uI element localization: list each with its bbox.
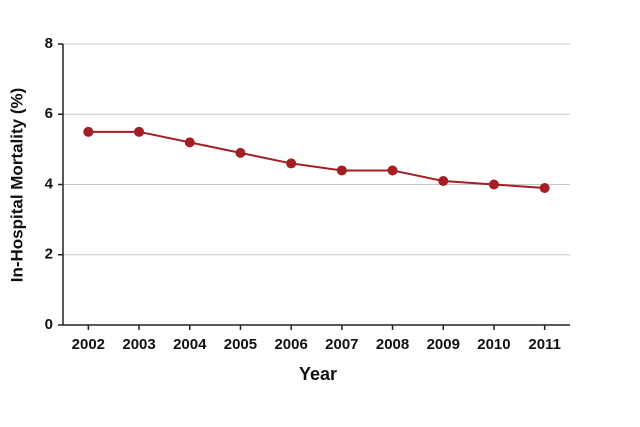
data-point	[336, 165, 347, 176]
y-axis-label: In-Hospital Mortality (%)	[7, 88, 26, 283]
data-point	[134, 126, 145, 137]
x-tick-label: 2004	[173, 336, 207, 353]
y-tick-label: 4	[45, 175, 54, 192]
x-tick-label: 2008	[376, 336, 409, 353]
x-tick-label: 2010	[477, 336, 510, 353]
data-point	[387, 165, 398, 176]
x-tick-label: 2009	[427, 336, 460, 353]
data-point	[539, 183, 550, 194]
data-point	[235, 147, 246, 158]
data-point	[184, 137, 195, 148]
x-tick-label: 2011	[528, 336, 561, 353]
x-tick-label: 2006	[274, 336, 307, 353]
y-tick-label: 6	[45, 105, 53, 122]
x-tick-label: 2005	[224, 336, 257, 353]
data-point	[83, 126, 94, 137]
x-tick-label: 2003	[122, 336, 155, 353]
x-tick-label: 2007	[325, 336, 358, 353]
y-tick-label: 8	[45, 35, 53, 52]
y-tick-label: 0	[45, 316, 53, 333]
data-point	[438, 175, 449, 186]
data-point	[488, 179, 499, 190]
y-tick-label: 2	[45, 246, 53, 263]
data-point	[286, 158, 297, 169]
x-tick-label: 2002	[72, 336, 105, 353]
x-axis-label: Year	[299, 364, 337, 384]
data-line	[88, 130, 545, 190]
